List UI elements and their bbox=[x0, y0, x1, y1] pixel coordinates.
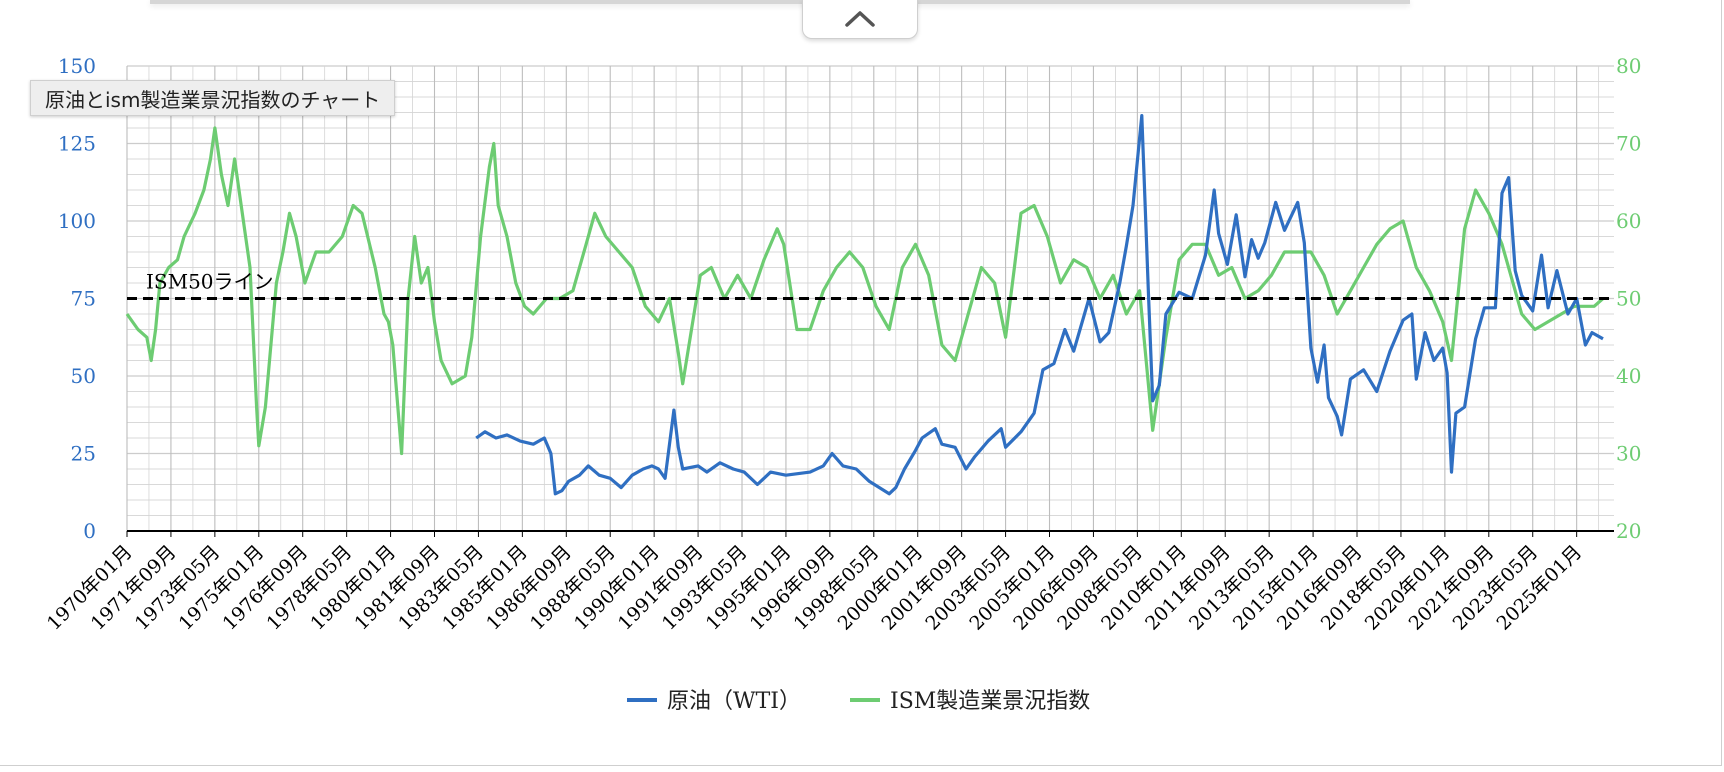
series-wti bbox=[475, 114, 1604, 496]
y-left-tick-label: 0 bbox=[83, 519, 96, 543]
y-right-tick-label: 70 bbox=[1616, 132, 1641, 156]
y-right-tick-label: 20 bbox=[1616, 519, 1641, 543]
tooltip-text: 原油とism製造業景況指数のチャート bbox=[45, 87, 381, 112]
legend-label: ISM製造業景況指数 bbox=[890, 689, 1090, 714]
ism-line bbox=[125, 126, 1605, 456]
y-left-tick-label: 150 bbox=[58, 54, 96, 78]
wti-line bbox=[475, 114, 1604, 496]
reference-line-group: ISM50ライン bbox=[127, 270, 1614, 300]
header-shadow-rule bbox=[150, 0, 1410, 4]
y-right-tick-label: 30 bbox=[1616, 442, 1641, 466]
y-right-tick-label: 50 bbox=[1616, 287, 1641, 311]
y-left-tick-label: 125 bbox=[58, 132, 96, 156]
series-ism bbox=[125, 126, 1605, 456]
y-left-tick-label: 100 bbox=[58, 209, 96, 233]
y-left-tick-label: 25 bbox=[71, 442, 96, 466]
reference-line-label: ISM50ライン bbox=[146, 270, 274, 294]
y-right-tick-label: 40 bbox=[1616, 364, 1641, 388]
chevron-up-icon bbox=[845, 11, 875, 27]
y-left-tick-label: 75 bbox=[71, 287, 96, 311]
collapse-toggle-button[interactable] bbox=[802, 0, 918, 39]
chart-title-tooltip: 原油とism製造業景況指数のチャート bbox=[30, 80, 396, 116]
legend-label: 原油（WTI） bbox=[667, 689, 801, 714]
axes: 0255075100125150203040506070801970年01月19… bbox=[43, 54, 1642, 635]
legend: 原油（WTI） ISM製造業景況指数 bbox=[627, 689, 1090, 714]
y-right-tick-label: 60 bbox=[1616, 209, 1641, 233]
y-right-tick-label: 80 bbox=[1616, 54, 1641, 78]
y-left-tick-label: 50 bbox=[71, 364, 96, 388]
